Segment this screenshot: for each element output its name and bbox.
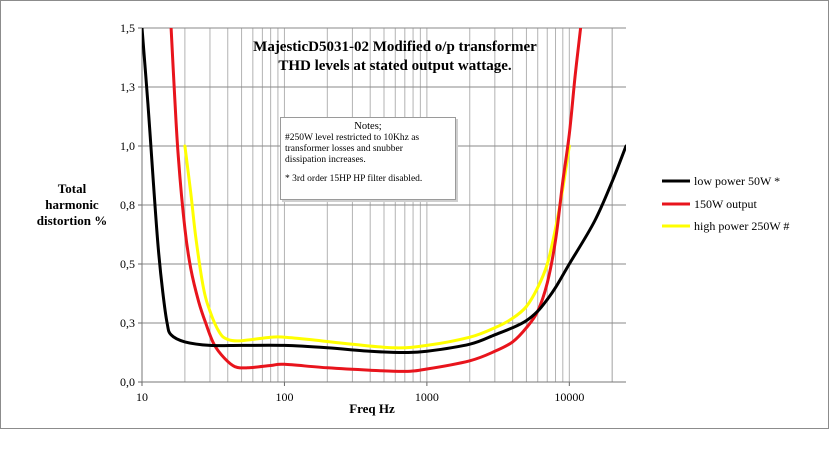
series-lines — [142, 28, 626, 373]
notes-line-4 — [285, 166, 451, 174]
legend-label-150w: 150W output — [694, 197, 757, 211]
notes-title: Notes; — [354, 121, 382, 132]
x-tick-label: 100 — [275, 390, 293, 404]
series-line-low-power — [142, 28, 626, 355]
x-tick-label: 10000 — [554, 390, 584, 404]
legend-label-low-power: low power 50W * — [694, 174, 780, 188]
y-tick-label: 0,3 — [120, 316, 135, 330]
notes-line-2: transformer losses and snubber — [285, 144, 403, 154]
chart-title-line-2: THD levels at stated output wattage. — [278, 58, 512, 74]
y-tick-label: 0,5 — [120, 257, 135, 271]
notes-line-5: * 3rd order 15HP HP filter disabled. — [285, 174, 423, 184]
x-tick-labels: 10 100 1000 10000 — [136, 390, 584, 404]
series-line-150w — [169, 28, 583, 373]
y-axis-label-line-2: harmonic — [45, 197, 99, 212]
legend: low power 50W * 150W output high power 2… — [662, 174, 789, 233]
series-line-high-power — [183, 144, 571, 350]
y-tick-label: 0,8 — [120, 198, 135, 212]
y-axis-label-line-1: Total — [58, 181, 87, 196]
notes-line-3: dissipation increases. — [285, 155, 366, 165]
y-tick-label: 1,0 — [120, 139, 135, 153]
y-tick-label: 1,5 — [120, 21, 135, 35]
notes-annotation: Notes; #250W level restricted to 10Khz a… — [280, 117, 456, 200]
x-tick-label: 1000 — [415, 390, 439, 404]
notes-line-1: #250W level restricted to 10Khz as — [285, 133, 420, 143]
legend-label-high-power: high power 250W # — [694, 219, 789, 233]
chart-title-line-1: MajesticD5031-02 Modified o/p transforme… — [253, 39, 537, 55]
x-tick-label: 10 — [136, 390, 148, 404]
y-tick-labels: 0,0 0,3 0,5 0,8 1,0 1,3 1,5 — [120, 21, 135, 389]
x-axis-label: Freq Hz — [349, 401, 395, 416]
y-tick-label: 0,0 — [120, 375, 135, 389]
axes — [138, 27, 626, 386]
y-tick-label: 1,3 — [120, 80, 135, 94]
y-axis-label-line-3: distortion % — [37, 213, 107, 228]
